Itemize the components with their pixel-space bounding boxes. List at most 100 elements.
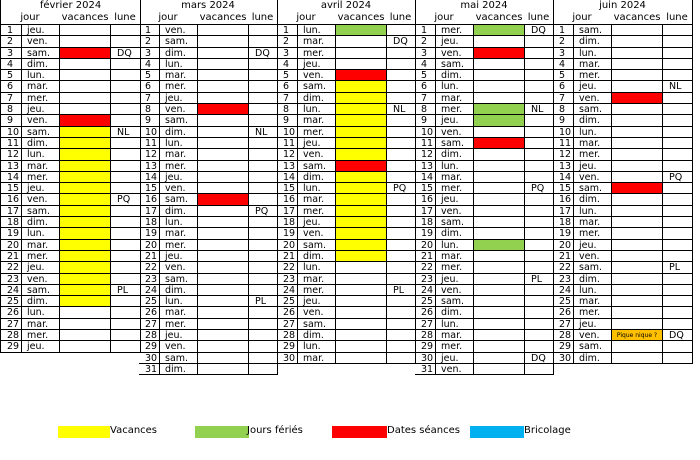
vacances-cell [611, 92, 663, 104]
day-name: mar. [435, 171, 473, 183]
vacances-cell [611, 341, 663, 352]
lune-cell [663, 115, 691, 125]
day-row: 13 mer. [139, 160, 277, 172]
day-number: 14 [7, 171, 20, 183]
day-name: sam. [21, 284, 59, 296]
day-name: lun. [435, 318, 473, 330]
header-vacances: vacances [61, 12, 109, 23]
lune-cell [525, 240, 552, 250]
day-number: 16 [283, 194, 296, 205]
day-name: lun. [159, 137, 197, 149]
day-row: 16 sam. [139, 194, 277, 206]
lune-cell [111, 251, 139, 261]
day-row: 20 mer. [139, 239, 277, 251]
day-name: mar. [297, 194, 335, 205]
day-number: 19 [145, 228, 158, 239]
day-name: dim. [435, 307, 473, 318]
vacances-cell [197, 284, 249, 296]
day-row: 10 mer. [277, 126, 415, 138]
day-number: 25 [7, 296, 20, 307]
day-number: 13 [7, 160, 20, 171]
vacances-cell [335, 126, 387, 137]
lune-cell [525, 149, 552, 159]
vacances-cell [197, 36, 249, 47]
legend-swatch-bricolage [470, 426, 524, 438]
month-mai: mai 2024 jour vacances lune 1 mer. DQ 2 jeu. 3 ven… [415, 0, 554, 376]
lune-cell [387, 330, 414, 340]
day-number: 3 [145, 47, 152, 58]
lune-cell: PL [669, 262, 681, 273]
vacances-cell [611, 81, 663, 92]
day-name: jeu. [435, 273, 473, 284]
day-number: 23 [145, 273, 158, 284]
day-name: jeu. [159, 171, 197, 183]
lune-cell [525, 172, 552, 182]
day-row: 11 jeu. [277, 137, 415, 150]
vacances-cell [473, 137, 525, 149]
day-number: 16 [7, 194, 20, 205]
month-title: mars 2024 [181, 0, 235, 11]
lune-cell [111, 217, 139, 227]
day-row: 2 dim. [553, 36, 692, 48]
vacances-cell [611, 160, 663, 171]
day-row: 23 ven. [1, 273, 140, 285]
lune-cell [249, 25, 276, 35]
vacances-cell [473, 58, 525, 70]
lune-cell: PL [393, 284, 405, 296]
day-name: mer. [159, 239, 197, 250]
vacances-cell [473, 171, 525, 183]
day-number: 18 [421, 217, 434, 228]
column-headers: jour vacances lune [277, 11, 415, 25]
day-name: lun. [573, 126, 611, 137]
vacances-cell [473, 194, 525, 205]
day-name: mar. [297, 36, 335, 47]
vacances-cell [59, 250, 111, 262]
lune-cell [111, 330, 139, 340]
day-name: sam. [435, 217, 473, 228]
lune-cell: NL [255, 126, 268, 137]
day-number: 20 [421, 239, 434, 250]
day-number: 14 [421, 171, 434, 183]
lune-cell [525, 48, 552, 58]
vacances-cell [335, 183, 387, 194]
day-name: jeu. [435, 36, 473, 47]
day-row: 29 mer. [415, 341, 553, 353]
day-name: dim. [21, 137, 59, 149]
lune-cell [525, 285, 552, 295]
lune-cell [525, 296, 552, 306]
vacances-cell [473, 47, 525, 58]
lune-cell [387, 296, 414, 306]
day-row: 10 lun. [553, 126, 692, 138]
day-name: ven. [435, 47, 473, 58]
day-row: 2 jeu. [415, 36, 553, 48]
lune-cell: DQ [669, 330, 684, 341]
lune-cell [387, 307, 414, 317]
day-number: 29 [421, 341, 434, 352]
vacances-cell [197, 217, 249, 228]
day-row: 24 dim. [139, 284, 277, 297]
lune-cell [663, 25, 691, 35]
lune-cell [249, 353, 276, 363]
day-row: 20 mar. [1, 239, 140, 251]
day-name: lun. [159, 217, 197, 228]
vacances-cell [59, 149, 111, 160]
day-number: 14 [559, 171, 572, 183]
lune-cell: PQ [669, 171, 683, 183]
lune-cell [249, 307, 276, 317]
day-number: 28 [145, 330, 158, 341]
lune-cell [387, 59, 414, 69]
day-name: sam. [297, 239, 335, 250]
day-number: 25 [559, 296, 572, 307]
day-number: 17 [559, 205, 572, 217]
lune-cell [249, 115, 276, 125]
day-number: 1 [559, 25, 566, 36]
vacances-cell [59, 296, 111, 307]
vacances-cell [611, 171, 663, 183]
day-number: 23 [421, 273, 434, 284]
lune-cell: DQ [393, 36, 408, 47]
day-name: dim. [297, 330, 335, 341]
day-name: dim. [297, 92, 335, 104]
day-number: 5 [145, 70, 152, 81]
lune-cell [249, 59, 276, 69]
vacances-cell [335, 36, 387, 47]
